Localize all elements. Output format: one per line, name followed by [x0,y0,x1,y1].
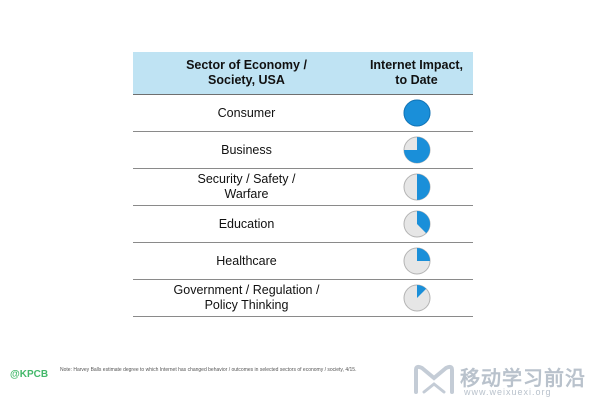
header-sector: Sector of Economy / Society, USA [186,58,307,87]
pie-chart-icon [403,284,430,312]
sector-label: Government / Regulation / Policy Thinkin… [173,283,320,312]
pie-chart-icon [403,99,430,127]
table-row: Education [133,206,473,243]
sector-label: Business [221,142,272,157]
sector-label: Education [218,216,275,231]
pie-chart-icon [403,247,430,275]
watermark-mark-icon [414,364,454,394]
table-row: Healthcare [133,243,473,280]
header-impact: Internet Impact, to Date [369,58,464,87]
table-header: Sector of Economy / Society, USA Interne… [133,52,473,95]
pie-fill [403,99,430,127]
table-row: Security / Safety / Warfare [133,169,473,206]
pie-fill [416,211,430,234]
watermark-logo: 移动学习前沿 www.weixuexi.org [412,360,602,400]
sector-label: Consumer [217,105,276,120]
pie-chart-icon [403,173,430,201]
pie-fill [416,248,430,261]
table-row: Consumer [133,95,473,132]
pie-chart-icon [403,136,430,164]
impact-table: Sector of Economy / Society, USA Interne… [133,52,473,317]
watermark-url: www.weixuexi.org [464,387,552,397]
sector-label: Healthcare [216,253,277,268]
table-row: Government / Regulation / Policy Thinkin… [133,280,473,317]
pie-fill [403,137,430,163]
pie-fill [416,285,426,298]
table-row: Business [133,132,473,169]
sector-label: Security / Safety / Warfare [197,172,296,201]
watermark-cn-text: 移动学习前沿 [460,368,586,390]
pie-chart-icon [403,210,430,238]
footnote: Note: Harvey Balls estimate degree to wh… [60,367,357,373]
pie-fill [416,174,430,200]
kpcb-logo: @KPCB [10,369,49,380]
